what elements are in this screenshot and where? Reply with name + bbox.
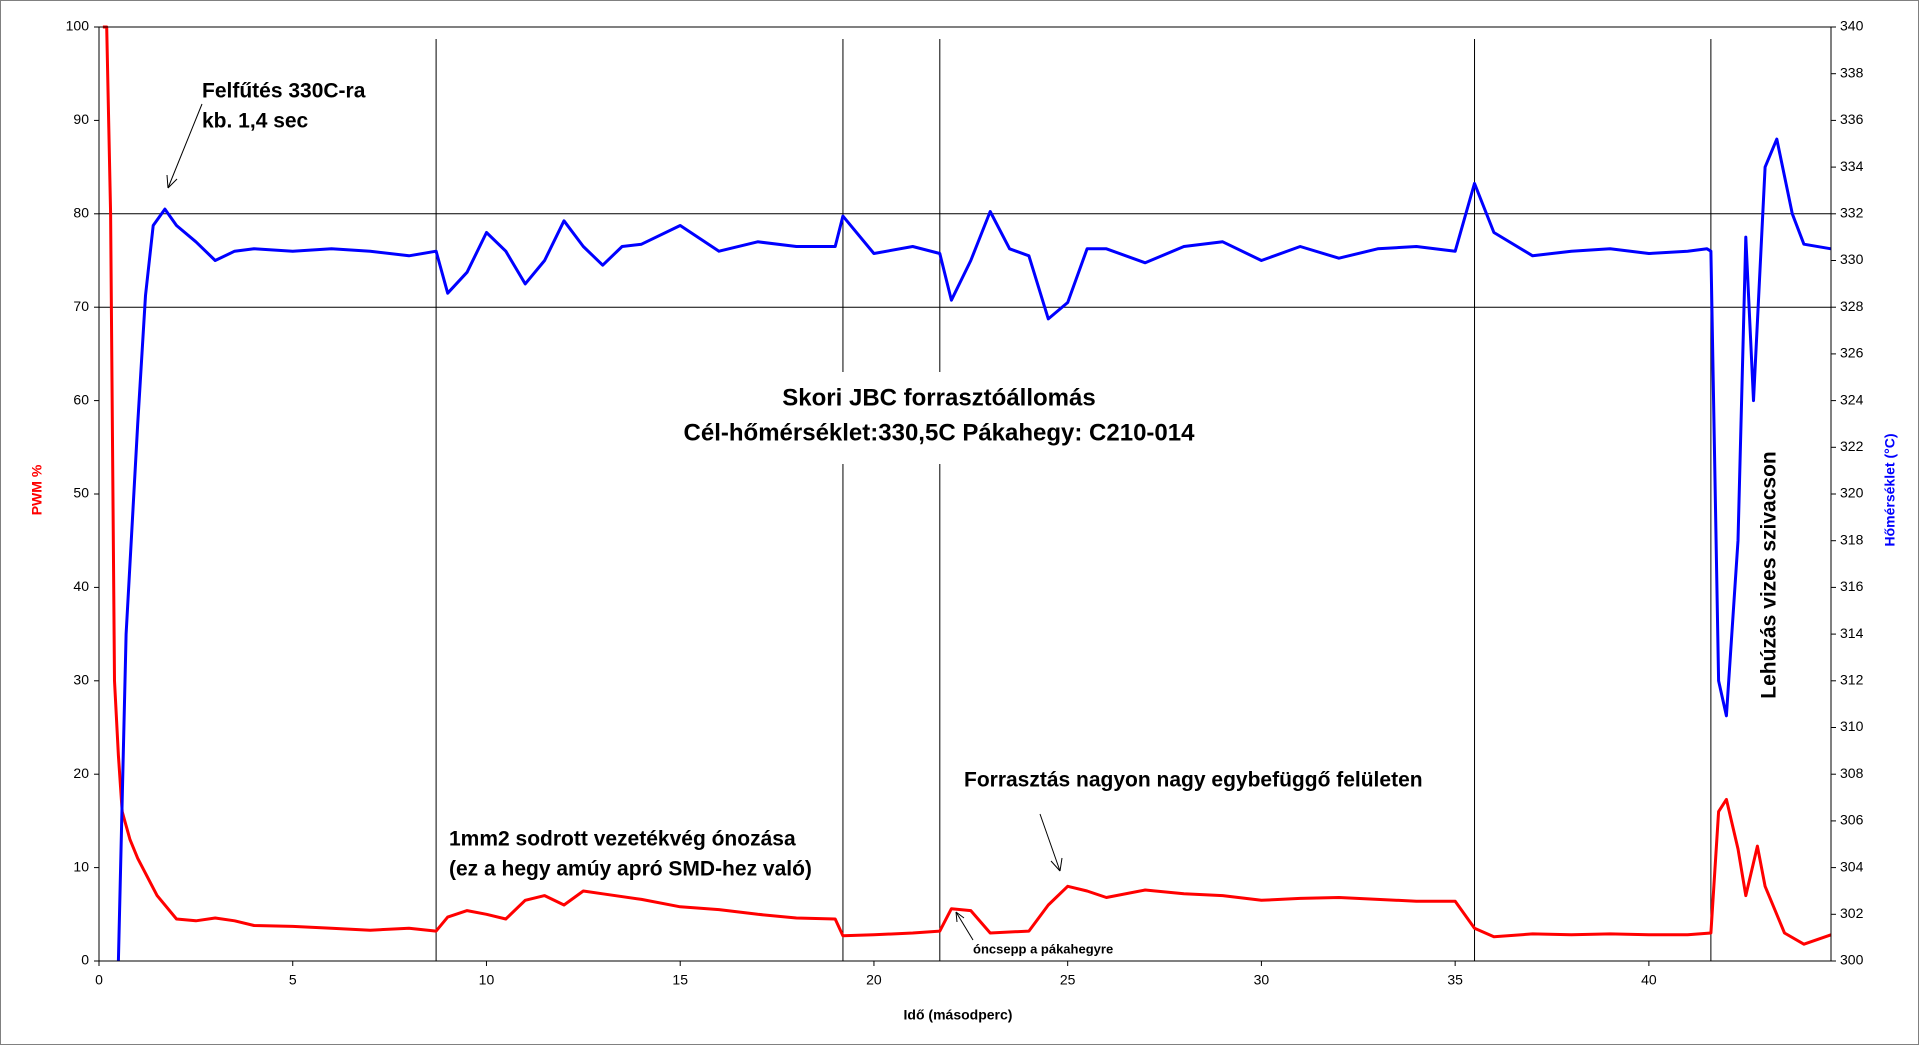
y-tick-label: 20: [73, 765, 89, 781]
y2-axis-label: Hőmérséklet (°C): [1882, 434, 1898, 547]
y-tick-label: 10: [73, 858, 89, 874]
y-tick-label: 0: [81, 952, 89, 968]
y2-tick-label: 322: [1840, 438, 1864, 454]
annotation: Felfűtés 330C-ra: [202, 80, 366, 103]
y-tick-label: 50: [73, 485, 89, 501]
y2-tick-label: 330: [1840, 251, 1864, 267]
x-tick-label: 20: [866, 972, 882, 988]
x-tick-label: 25: [1060, 972, 1076, 988]
annotation: 1mm2 sodrott vezetékvég ónozása: [449, 828, 796, 851]
y2-tick-label: 308: [1840, 765, 1864, 781]
y-tick-label: 40: [73, 578, 89, 594]
y2-tick-label: 328: [1840, 298, 1864, 314]
annotation: Lehúzás vizes szivacson: [1758, 451, 1781, 698]
y2-tick-label: 302: [1840, 905, 1864, 921]
y-tick-label: 70: [73, 298, 89, 314]
annotation-arrow: [1039, 813, 1061, 872]
y2-tick-label: 326: [1840, 345, 1864, 361]
arrow-head: [1050, 857, 1063, 872]
x-tick-label: 5: [289, 972, 297, 988]
title-backdrop: [740, 372, 1140, 464]
y2-tick-label: 306: [1840, 812, 1864, 828]
y-tick-label: 30: [73, 672, 89, 688]
y2-tick-label: 340: [1840, 18, 1864, 34]
y2-tick-label: 320: [1840, 485, 1864, 501]
series-lines: [102, 25, 1832, 962]
y2-tick-label: 334: [1840, 158, 1864, 174]
y2-tick-label: 324: [1840, 391, 1864, 407]
annotation-arrow: [955, 911, 974, 941]
arrow-head: [166, 174, 178, 189]
y-axis-label: PWM %: [29, 464, 45, 515]
x-tick-label: 40: [1641, 972, 1657, 988]
x-axis-label: Idő (másodperc): [904, 1007, 1013, 1023]
series-line: [116, 137, 1832, 962]
chart-subtitle: Cél-hőmérséklet:330,5C Pákahegy: C210-01…: [684, 419, 1196, 446]
y2-tick-label: 312: [1840, 672, 1864, 688]
chart-title: Skori JBC forrasztóállomás: [782, 384, 1095, 411]
series-line: [102, 25, 1832, 946]
y-tick-label: 60: [73, 391, 89, 407]
y2-tick-label: 310: [1840, 718, 1864, 734]
y2-tick-label: 338: [1840, 64, 1864, 80]
y2-tick-label: 332: [1840, 205, 1864, 221]
annotation: (ez a hegy amúy apró SMD-hez való): [449, 858, 812, 881]
y2-tick-label: 300: [1840, 952, 1864, 968]
y2-tick-label: 304: [1840, 858, 1864, 874]
arrow-head: [955, 911, 965, 923]
annotation: óncsepp a pákahegyre: [973, 941, 1113, 956]
y-tick-label: 100: [66, 18, 90, 34]
x-tick-label: 0: [95, 972, 103, 988]
y-tick-label: 80: [73, 205, 89, 221]
x-tick-label: 15: [672, 972, 688, 988]
reference-lines: [99, 39, 1831, 961]
annotation-arrow: [167, 103, 203, 189]
x-tick-label: 30: [1254, 972, 1270, 988]
x-tick-label: 35: [1447, 972, 1463, 988]
y2-tick-label: 336: [1840, 111, 1864, 127]
annotation: kb. 1,4 sec: [202, 110, 309, 133]
y2-tick-label: 316: [1840, 578, 1864, 594]
y2-tick-label: 318: [1840, 531, 1864, 547]
y2-tick-label: 314: [1840, 625, 1864, 641]
y-tick-label: 90: [73, 111, 89, 127]
annotation: Forrasztás nagyon nagy egybefüggő felüle…: [964, 769, 1423, 792]
x-tick-label: 10: [479, 972, 495, 988]
